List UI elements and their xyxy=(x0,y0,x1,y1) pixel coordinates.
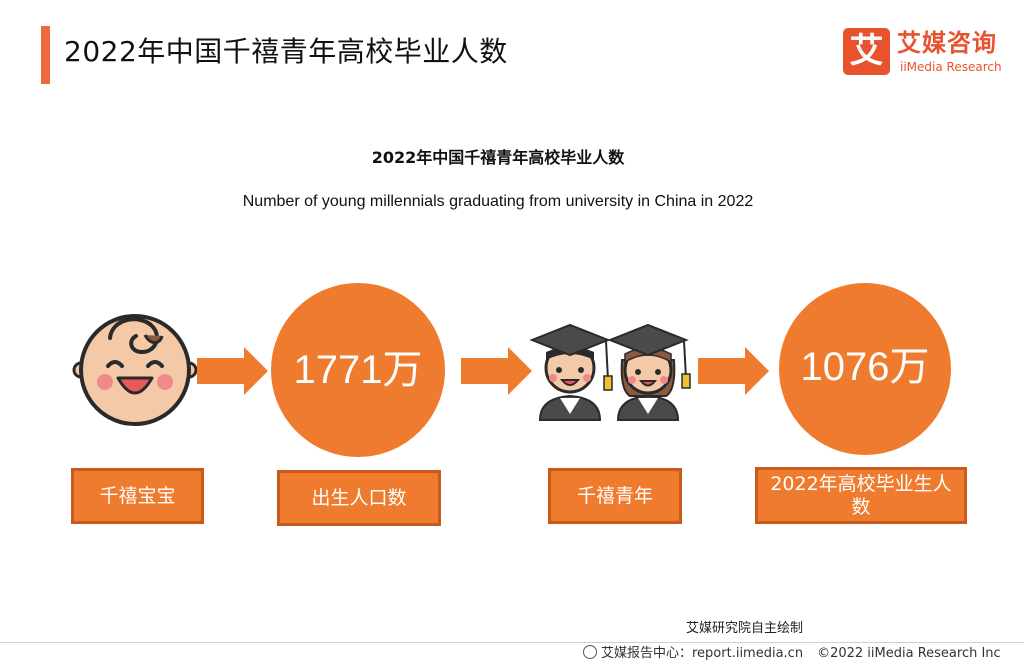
title-accent-bar xyxy=(41,26,50,84)
logo-name-cn: 艾媒咨询 xyxy=(897,29,997,57)
brand-logo: 艾 艾媒咨询 iiMedia Research xyxy=(843,28,1013,78)
page-title: 2022年中国千禧青年高校毕业人数 xyxy=(64,35,508,68)
globe-icon xyxy=(583,645,597,659)
footer-divider xyxy=(0,642,1024,643)
label-graduates-2022: 2022年高校毕业生人数 xyxy=(755,467,967,524)
birth-population-circle: 1771万 xyxy=(271,283,445,457)
diagram-title: 2022年中国千禧青年高校毕业人数 xyxy=(371,148,625,167)
flow-arrow-1 xyxy=(197,347,268,395)
label-millennial-youth: 千禧青年 xyxy=(548,468,682,524)
graduates-icon xyxy=(529,323,691,421)
flow-arrow-2 xyxy=(461,347,532,395)
diagram-subtitle: Number of young millennials graduating f… xyxy=(242,193,754,210)
graduates-count-circle: 1076万 xyxy=(779,283,951,455)
baby-face-icon xyxy=(72,314,198,426)
footer-source: 艾媒报告中心：report.iimedia.cn xyxy=(601,646,804,661)
footer-copyright: ©2022 iiMedia Research Inc xyxy=(817,646,1001,661)
footer: 艾媒报告中心：report.iimedia.cn ©2022 iiMedia Re… xyxy=(583,645,1001,663)
logo-mark: 艾 xyxy=(843,28,890,75)
label-birth-population: 出生人口数 xyxy=(277,470,441,526)
flow-arrow-3 xyxy=(698,347,769,395)
label-millennial-babies: 千禧宝宝 xyxy=(71,468,204,524)
credit-note: 艾媒研究院自主绘制 xyxy=(686,621,804,636)
logo-name-en: iiMedia Research xyxy=(900,60,1002,74)
